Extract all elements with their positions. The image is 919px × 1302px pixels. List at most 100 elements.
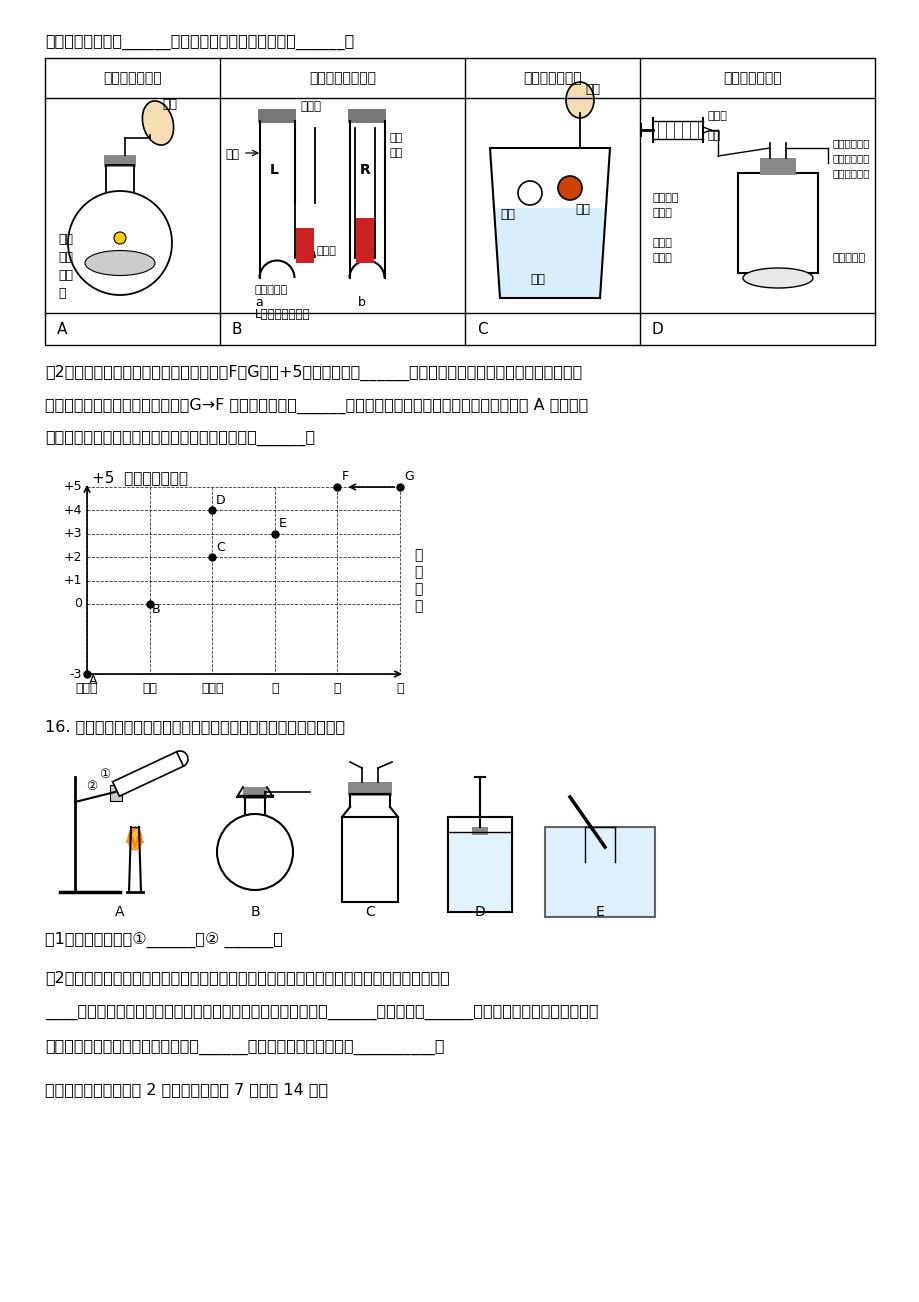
Text: +2: +2 [63, 551, 82, 564]
Bar [296, 228, 313, 263]
Bar [356, 217, 374, 263]
Text: （2）下图是氮元素的价态图。氮元素显示F、G点的+5价与氮原子的______有关。显示不同或相同化合价的含氮元素: （2）下图是氮元素的价态图。氮元素显示F、G点的+5价与氮原子的______有关… [45, 365, 582, 381]
Text: A: A [115, 905, 125, 919]
Ellipse shape [565, 82, 594, 118]
Text: G: G [403, 470, 414, 483]
Circle shape [114, 232, 126, 243]
Text: C: C [216, 540, 225, 553]
Text: 气球: 气球 [162, 98, 176, 111]
Text: 点燃: 点燃 [58, 251, 73, 264]
Text: B: B [152, 603, 160, 616]
Text: ②: ② [86, 780, 97, 793]
Text: C: C [476, 322, 487, 336]
Text: 植物油: 植物油 [300, 100, 321, 113]
Bar [448, 832, 510, 911]
Text: +4: +4 [63, 504, 82, 517]
Text: 类: 类 [414, 599, 422, 613]
Bar [243, 786, 267, 799]
Bar [104, 155, 136, 167]
Polygon shape [494, 208, 606, 298]
Text: 酸: 酸 [334, 682, 341, 695]
Bar [448, 816, 512, 911]
Text: 醋酸: 醋酸 [708, 132, 720, 141]
Text: 气，应在试管口放一团棉花，目的是______，该反应的化学方程式为__________。: 气，应在试管口放一团棉花，目的是______，该反应的化学方程式为_______… [45, 1040, 444, 1055]
Text: 红磷: 红磷 [574, 203, 589, 216]
Text: ____（填字母）；除过氧化氢溶液外，通常还需要的一种药品是______，其作用是______；若用高锰酸钾为原料制取氧: ____（填字母）；除过氧化氢溶液外，通常还需要的一种药品是______，其作用… [45, 1005, 598, 1021]
Text: ①: ① [99, 768, 110, 781]
Bar [342, 816, 398, 902]
Text: 质: 质 [414, 565, 422, 579]
Text: R: R [359, 163, 370, 177]
Text: 可将下列实验中的______（填字母）归为一类，依据是______。: 可将下列实验中的______（填字母）归为一类，依据是______。 [45, 35, 354, 51]
Text: +1: +1 [63, 574, 82, 587]
Text: 写出磷元素显示此点化合价时形成氢化物的化学式______。: 写出磷元素显示此点化合价时形成氢化物的化学式______。 [45, 431, 315, 447]
Text: 氢化物: 氢化物 [75, 682, 98, 695]
Polygon shape [112, 751, 183, 797]
Ellipse shape [743, 268, 812, 288]
Bar [110, 785, 122, 801]
Text: C: C [365, 905, 374, 919]
Text: 二氧化碳的性质: 二氧化碳的性质 [722, 72, 781, 85]
Text: 氧气: 氧气 [58, 233, 73, 246]
Text: B: B [250, 905, 259, 919]
Text: 石灰水: 石灰水 [652, 253, 672, 263]
Text: D: D [474, 905, 485, 919]
Text: 红墨水: 红墨水 [317, 246, 336, 256]
Text: 燃烧条件的探究: 燃烧条件的探究 [523, 72, 581, 85]
Text: 16. 化学实验是科学探究的重要手段，请根据下列装置图回答问题。: 16. 化学实验是科学探究的重要手段，请根据下列装置图回答问题。 [45, 719, 345, 734]
Text: 三、实验题（本题包括 2 个小题，每小题 7 分，共 14 分）: 三、实验题（本题包括 2 个小题，每小题 7 分，共 14 分） [45, 1082, 328, 1098]
Text: 白磷: 白磷 [499, 208, 515, 221]
Text: E: E [595, 905, 604, 919]
Text: L: L [269, 163, 278, 177]
Text: 0: 0 [74, 598, 82, 611]
Bar [347, 109, 386, 122]
Circle shape [517, 181, 541, 204]
Text: L端液面明显升高: L端液面明显升高 [255, 309, 311, 322]
Text: 铁锈蚀条件的探究: 铁锈蚀条件的探究 [309, 72, 376, 85]
Text: +5: +5 [63, 480, 82, 493]
Text: +3: +3 [63, 527, 82, 540]
Text: 盐: 盐 [396, 682, 403, 695]
Text: 热水: 热水 [529, 273, 544, 286]
Circle shape [558, 176, 582, 201]
Text: 分: 分 [414, 582, 422, 596]
Text: 气球: 气球 [584, 83, 599, 96]
Text: 鸡蛋壳碎片: 鸡蛋壳碎片 [832, 253, 865, 263]
Ellipse shape [142, 102, 174, 145]
Text: 液润湿的滤纸: 液润湿的滤纸 [832, 168, 869, 178]
Text: a: a [255, 296, 263, 309]
Text: 药水瓶: 药水瓶 [652, 208, 672, 217]
Ellipse shape [85, 250, 154, 276]
Text: 氧化物: 氧化物 [200, 682, 223, 695]
Ellipse shape [128, 828, 142, 850]
Bar [737, 173, 817, 273]
Text: 水: 水 [58, 286, 65, 299]
Text: 的物质可通过化学反应实现转化，G→F 的化学方程式是______。氮、磷元素位于周期表的同一纵列，仿照 A 点氢化物: 的物质可通过化学反应实现转化，G→F 的化学方程式是______。氮、磷元素位于… [45, 398, 587, 414]
Bar [471, 827, 487, 835]
Bar [347, 783, 391, 796]
Text: 盐: 盐 [271, 682, 278, 695]
Text: （2）实验室用分解过氧化氢溶液的方法制取较纯净的氧气时，应选择的发生和收集装置分别是: （2）实验室用分解过氧化氢溶液的方法制取较纯净的氧气时，应选择的发生和收集装置分… [45, 970, 449, 986]
Text: A: A [89, 673, 97, 686]
Text: D: D [216, 493, 225, 506]
Text: F: F [341, 470, 348, 483]
Text: B: B [232, 322, 243, 336]
Bar [257, 109, 296, 122]
Text: 注射器: 注射器 [708, 111, 727, 121]
Text: 单质: 单质 [142, 682, 157, 695]
Text: +5  氮元素的化合价: +5 氮元素的化合价 [92, 470, 187, 486]
Text: 空气: 空气 [390, 148, 403, 158]
Text: 侧的用紫色石: 侧的用紫色石 [832, 154, 869, 163]
Text: 干燥: 干燥 [390, 133, 403, 143]
Text: 澄清的: 澄清的 [652, 238, 672, 247]
Text: 空气: 空气 [225, 148, 239, 161]
Bar [759, 158, 795, 174]
Bar [45, 59, 874, 345]
Text: 物: 物 [414, 548, 422, 562]
Text: A: A [57, 322, 67, 336]
Text: 的硫: 的硫 [58, 270, 73, 283]
Text: 硫在氧气中燃烧: 硫在氧气中燃烧 [103, 72, 162, 85]
Text: -3: -3 [70, 668, 82, 681]
Text: E: E [278, 517, 287, 530]
Text: D: D [652, 322, 663, 336]
